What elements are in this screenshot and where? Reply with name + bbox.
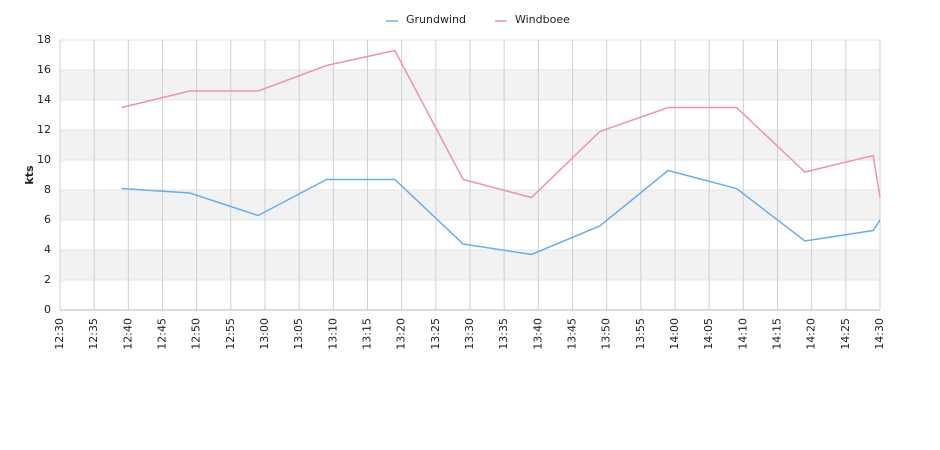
x-tick-label: 14:30 xyxy=(873,318,886,350)
x-tick-label: 13:10 xyxy=(326,318,339,350)
y-tick-label: 18 xyxy=(37,33,51,46)
y-tick-label: 12 xyxy=(37,123,51,136)
x-tick-label: 13:20 xyxy=(395,318,408,350)
x-tick-label: 14:15 xyxy=(771,318,784,350)
x-tick-label: 14:25 xyxy=(839,318,852,350)
y-tick-label: 14 xyxy=(37,93,51,106)
x-tick-label: 12:45 xyxy=(156,318,169,350)
y-tick-label: 2 xyxy=(44,273,51,286)
x-tick-label: 13:55 xyxy=(634,318,647,350)
x-tick-label: 13:15 xyxy=(361,318,374,350)
series-line xyxy=(121,169,881,256)
x-tick-label: 12:50 xyxy=(190,318,203,350)
series-line xyxy=(121,49,881,199)
x-tick-label: 13:25 xyxy=(429,318,442,350)
x-tick-label: 14:20 xyxy=(805,318,818,350)
y-tick-label: 10 xyxy=(37,153,51,166)
x-tick-label: 13:35 xyxy=(497,318,510,350)
y-tick-label: 4 xyxy=(44,243,51,256)
y-tick-label: 16 xyxy=(37,63,51,76)
x-tick-label: 12:35 xyxy=(87,318,100,350)
y-tick-label: 0 xyxy=(44,303,51,316)
y-tick-label: 8 xyxy=(44,183,51,196)
x-tick-label: 12:40 xyxy=(121,318,134,350)
x-tick-label: 13:45 xyxy=(566,318,579,350)
x-tick-label: 13:50 xyxy=(600,318,613,350)
y-tick-label: 6 xyxy=(44,213,51,226)
x-tick-label: 14:10 xyxy=(736,318,749,350)
x-tick-label: 13:40 xyxy=(531,318,544,350)
x-tick-label: 12:30 xyxy=(53,318,66,350)
x-tick-label: 14:05 xyxy=(702,318,715,350)
x-tick-label: 14:00 xyxy=(668,318,681,350)
y-axis-label: kts xyxy=(23,165,36,185)
x-tick-label: 12:55 xyxy=(224,318,237,350)
legend-label: Windboee xyxy=(515,13,570,26)
legend-label: Grundwind xyxy=(406,13,466,26)
x-tick-label: 13:00 xyxy=(258,318,271,350)
x-tick-label: 13:05 xyxy=(292,318,305,350)
x-tick-label: 13:30 xyxy=(463,318,476,350)
